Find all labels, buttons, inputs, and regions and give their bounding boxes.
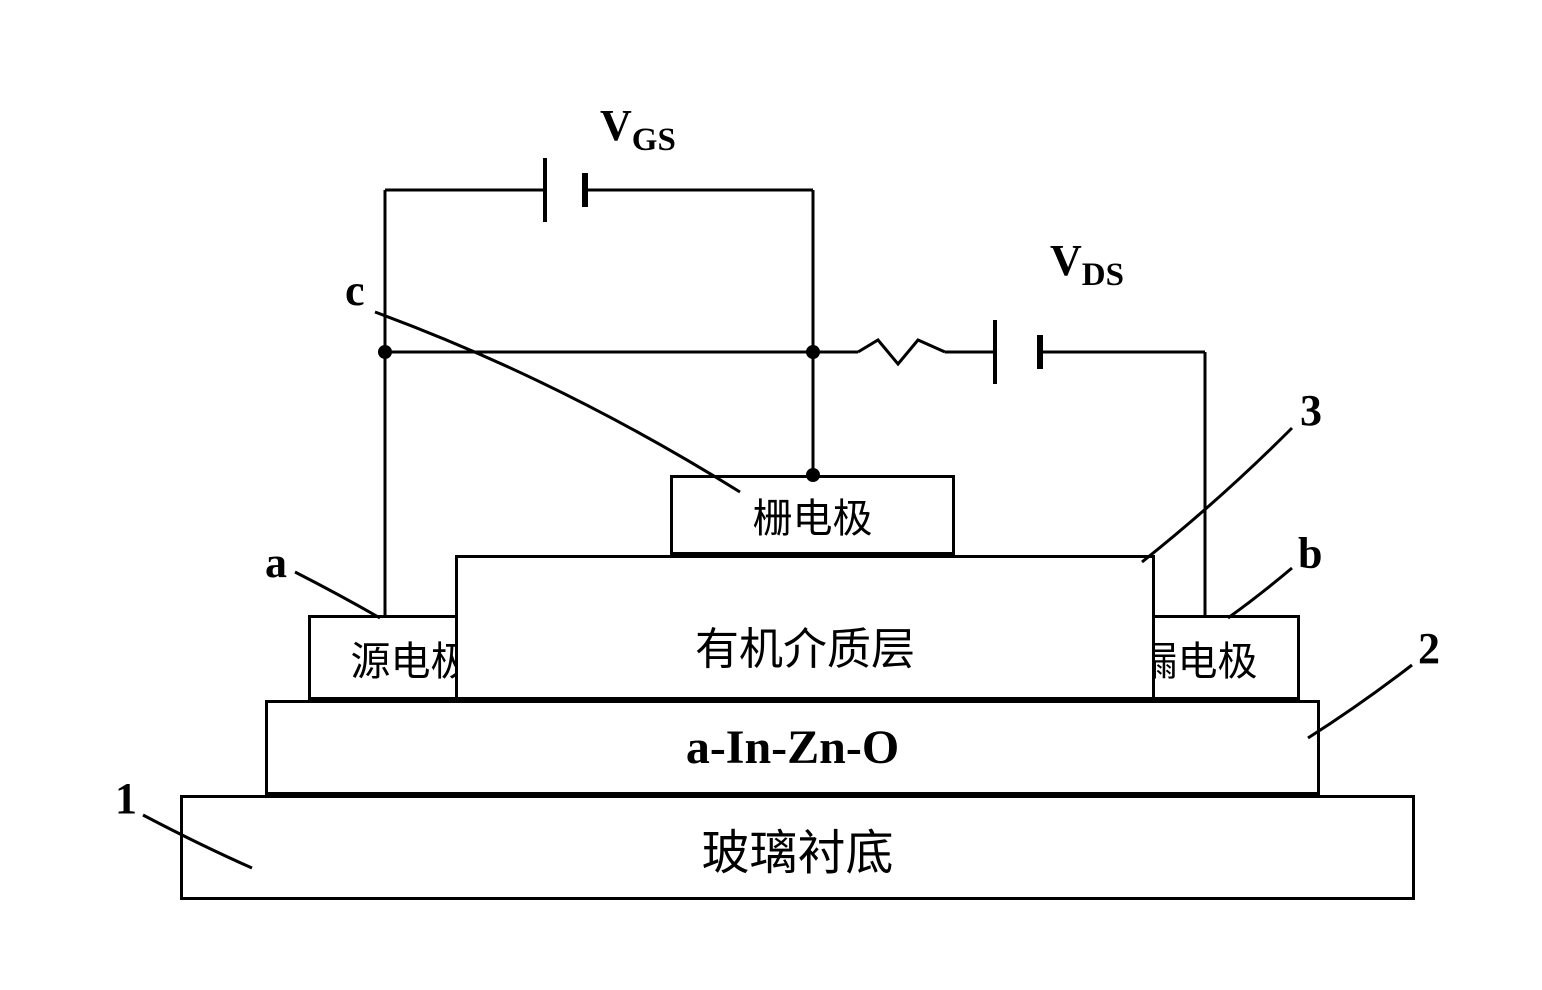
substrate-layer: 玻璃衬底 (180, 795, 1415, 900)
substrate-label: 玻璃衬底 (701, 813, 893, 883)
vgs-v: V (600, 101, 632, 150)
transistor-schematic: 玻璃衬底 a-In-Zn-O 源电极 漏电极 有机介质层 栅电极 VGS VDS… (40, 40, 1502, 950)
dielectric-layer: 有机介质层 (455, 555, 1155, 700)
callout-1: 1 (115, 773, 137, 824)
callout-3: 3 (1300, 385, 1322, 436)
gate-label: 栅电极 (753, 486, 873, 544)
channel-label: a-In-Zn-O (686, 720, 899, 775)
gate-electrode: 栅电极 (670, 475, 955, 555)
drain-label: 漏电极 (1138, 629, 1258, 687)
vds-label: VDS (1050, 235, 1124, 294)
callout-2: 2 (1418, 623, 1440, 674)
channel-layer: a-In-Zn-O (265, 700, 1320, 795)
vgs-sub: GS (632, 122, 676, 158)
callout-c: c (345, 265, 365, 316)
source-label: 源电极 (351, 629, 471, 687)
vgs-label: VGS (600, 100, 676, 159)
vds-v: V (1050, 236, 1082, 285)
vds-sub: DS (1082, 257, 1124, 293)
callout-b: b (1298, 528, 1322, 579)
dielectric-label: 有机介质层 (695, 613, 915, 677)
callout-a: a (265, 537, 287, 588)
